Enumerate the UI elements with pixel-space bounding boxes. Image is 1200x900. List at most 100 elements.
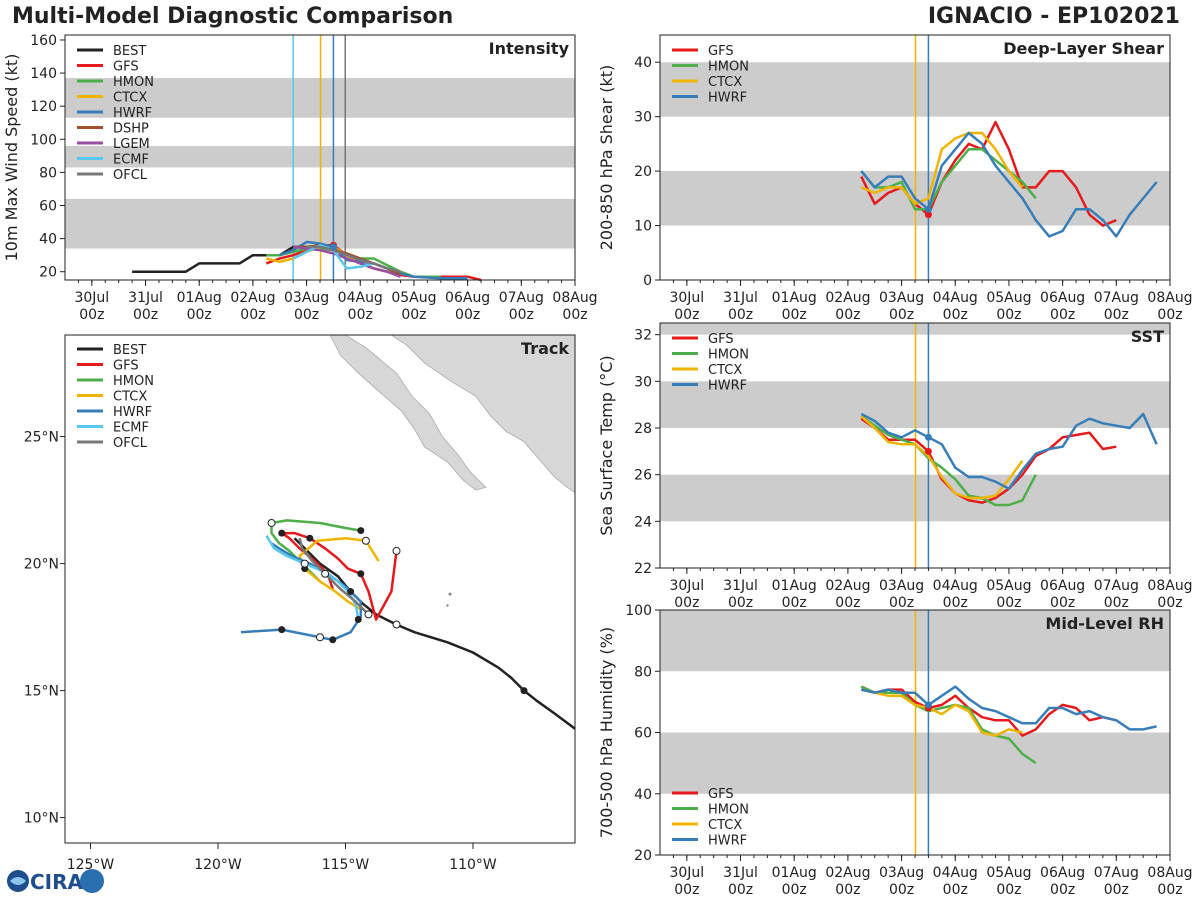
shear-series-hwrf xyxy=(860,131,1158,238)
sst-xtick-label: 00z xyxy=(1050,595,1075,611)
intensity-xtick-label: 07Aug xyxy=(499,290,544,306)
sst-ytick-label: 24 xyxy=(634,514,652,530)
sst-legend-label: HMON xyxy=(708,348,749,363)
sst-xtick-label: 07Aug xyxy=(1094,578,1139,594)
shear-xtick-label: 00z xyxy=(1157,307,1182,323)
storm-id: IGNACIO - EP102021 xyxy=(927,4,1180,29)
intensity-ytick-label: 40 xyxy=(39,232,57,248)
track-chart: 125°W 120°W 115°W 110°W 10°N 15°N 20°N 25°N Trac… xyxy=(24,334,576,873)
intensity-xtick-label: 00z xyxy=(133,307,158,323)
sst-xtick-label: 03Aug xyxy=(879,578,924,594)
rh-series-ctcx xyxy=(861,688,1023,737)
shear-xtick-label: 01Aug xyxy=(772,290,817,306)
track-point-open xyxy=(392,620,401,629)
sst-title: SST xyxy=(1131,327,1164,346)
intensity-xtick-label: 02Aug xyxy=(230,290,275,306)
intensity-xtick-label: 08Aug xyxy=(552,290,597,306)
sst-xtick-label: 00z xyxy=(996,595,1021,611)
rh-series-hwrf xyxy=(861,685,1157,731)
track-legend-label: HWRF xyxy=(113,405,152,420)
track-title: Track xyxy=(521,339,569,358)
rh-ytick-label: 20 xyxy=(634,848,652,864)
sst-ytick-label: 28 xyxy=(634,421,652,437)
rh-xtick-label: 08Aug xyxy=(1147,865,1192,881)
island-dot xyxy=(448,592,452,596)
track-point-solid xyxy=(354,615,362,623)
rh-chart: 2040608010030Jul00z31Jul00z01Aug00z02Aug… xyxy=(597,603,1193,898)
intensity-ytick-label: 100 xyxy=(30,132,57,148)
track-ytick-label: 25°N xyxy=(24,430,59,446)
track-legend-label: ECMF xyxy=(113,421,149,436)
sst-xtick-label: 00z xyxy=(1104,595,1129,611)
shear-xtick-label: 04Aug xyxy=(933,290,978,306)
shear-xtick-label: 05Aug xyxy=(986,290,1031,306)
track-point-solid xyxy=(329,636,337,644)
sst-xtick-label: 02Aug xyxy=(825,578,870,594)
shear-xtick-label: 08Aug xyxy=(1147,290,1192,306)
shear-legend-label: HWRF xyxy=(708,91,747,106)
track-best xyxy=(293,537,576,730)
sst-series-hmon xyxy=(860,415,1037,507)
shear-series-ctcx xyxy=(860,131,1024,206)
rh-legend-label: CTCX xyxy=(708,818,742,833)
shear-init-point xyxy=(924,205,932,213)
sst-xtick-label: 00z xyxy=(782,595,807,611)
cira-logo: CIRA xyxy=(7,869,104,894)
track-legend-label: GFS xyxy=(113,359,139,374)
sst-xtick-label: 08Aug xyxy=(1147,578,1192,594)
track-point-open xyxy=(361,536,370,545)
intensity-ytick-label: 140 xyxy=(30,66,57,82)
shear-xtick-label: 07Aug xyxy=(1094,290,1139,306)
sst-xtick-label: 00z xyxy=(889,595,914,611)
sst-legend-label: CTCX xyxy=(708,363,742,378)
track-xtick-label: 120°W xyxy=(194,857,242,873)
shear-xtick-label: 00z xyxy=(728,307,753,323)
sst-init-point xyxy=(924,447,932,455)
sst-xtick-label: 01Aug xyxy=(772,578,817,594)
track-legend-label: CTCX xyxy=(113,390,147,405)
rh-xtick-label: 04Aug xyxy=(933,865,978,881)
intensity-legend-label: GFS xyxy=(113,60,139,75)
intensity-xtick-label: 00z xyxy=(509,307,534,323)
sst-xtick-label: 00z xyxy=(835,595,860,611)
rh-ylabel: 700-500 hPa Humidity (%) xyxy=(597,627,616,838)
intensity-legend-label: BEST xyxy=(113,44,146,59)
sst-xtick-label: 00z xyxy=(943,595,968,611)
shear-ytick-label: 20 xyxy=(634,164,652,180)
intensity-legend-label: HWRF xyxy=(113,106,152,121)
logo-text: CIRA xyxy=(30,870,84,894)
sst-xtick-label: 00z xyxy=(728,595,753,611)
track-point-open xyxy=(364,610,373,619)
track-point-solid xyxy=(520,687,528,695)
shear-xtick-label: 06Aug xyxy=(1040,290,1085,306)
rh-ytick-label: 40 xyxy=(634,787,652,803)
rh-xtick-label: 00z xyxy=(943,882,968,898)
rh-xtick-label: 02Aug xyxy=(825,865,870,881)
intensity-legend-label: ECMF xyxy=(113,153,149,168)
sst-init-point xyxy=(924,433,932,441)
intensity-title: Intensity xyxy=(489,39,570,58)
rh-xtick-label: 00z xyxy=(728,882,753,898)
sst-xtick-label: 30Jul xyxy=(669,578,704,594)
shear-xtick-label: 00z xyxy=(889,307,914,323)
shear-ytick-label: 30 xyxy=(634,110,652,126)
sst-xtick-label: 31Jul xyxy=(723,578,758,594)
rh-xtick-label: 00z xyxy=(835,882,860,898)
shear-xtick-label: 00z xyxy=(674,307,699,323)
sst-legend-label: GFS xyxy=(708,332,734,347)
sst-xtick-label: 05Aug xyxy=(986,578,1031,594)
logo-swirl-icon xyxy=(10,877,26,885)
rh-xtick-label: 00z xyxy=(782,882,807,898)
track-point-open xyxy=(392,546,401,555)
track-legend-label: BEST xyxy=(113,343,146,358)
intensity-ytick-label: 20 xyxy=(39,265,57,281)
track-ytick-label: 10°N xyxy=(24,811,59,827)
shear-legend-label: HMON xyxy=(708,60,749,75)
shear-xtick-label: 00z xyxy=(782,307,807,323)
rh-init-point xyxy=(924,701,932,709)
rh-xtick-label: 01Aug xyxy=(772,865,817,881)
rh-xtick-label: 30Jul xyxy=(669,865,704,881)
intensity-xtick-label: 00z xyxy=(562,307,587,323)
track-ytick-label: 15°N xyxy=(24,684,59,700)
sst-xtick-label: 00z xyxy=(1157,595,1182,611)
